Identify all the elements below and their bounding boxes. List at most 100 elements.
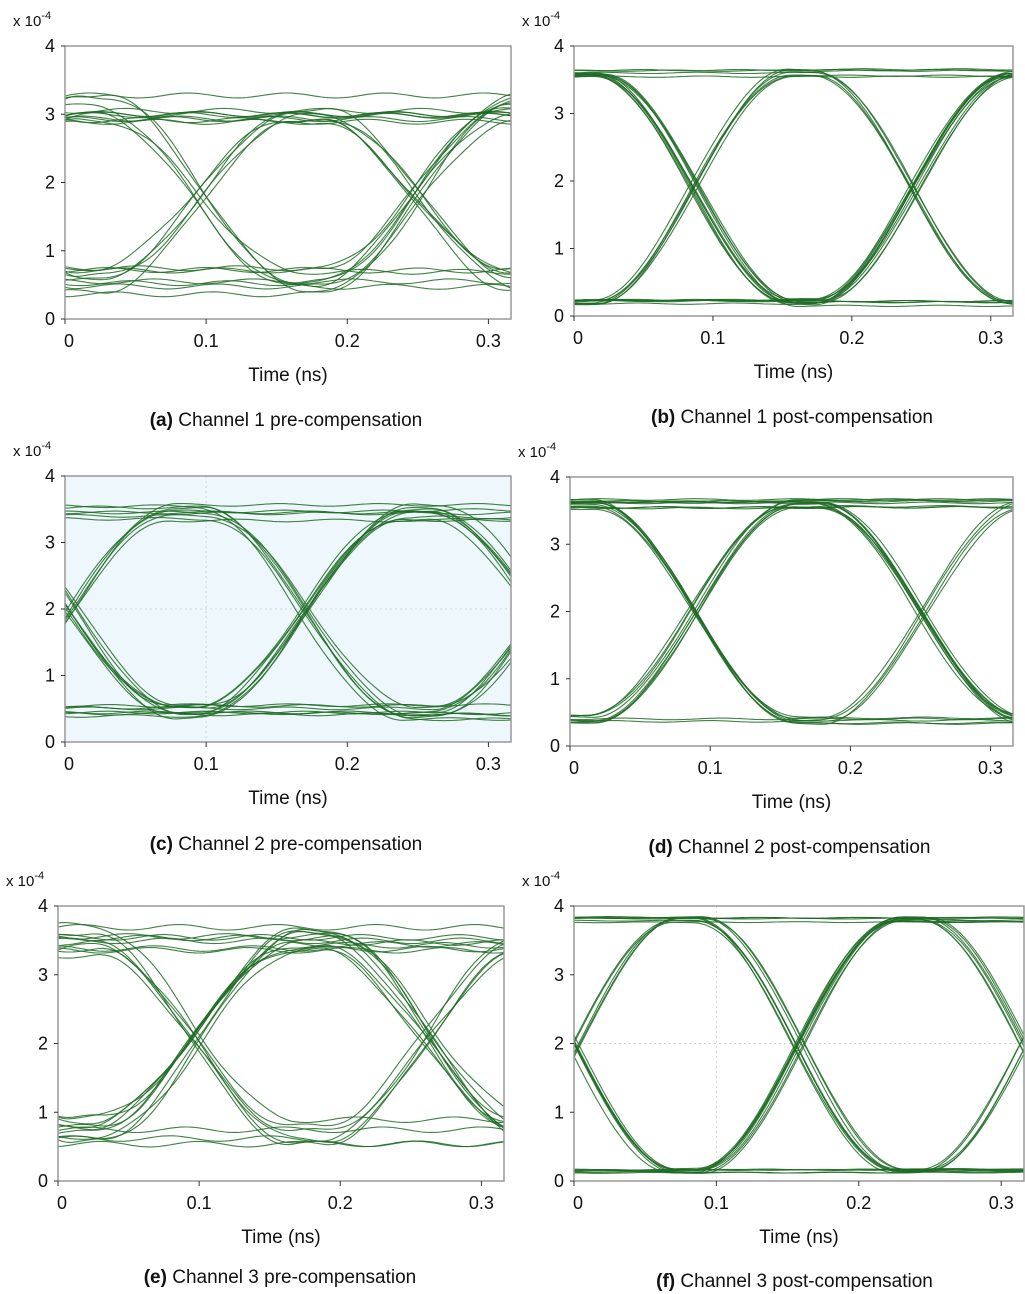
eye-trace — [573, 72, 1014, 306]
x-tick-label-d: 0.3 — [978, 758, 1003, 778]
y-tick-label-a: 0 — [45, 309, 55, 329]
eye-trace — [64, 111, 512, 290]
eye-diagram-f: 0 1 2 3 4 0 0.1 0.2 0.3 Time (ns) x 10-4 — [522, 870, 1025, 1248]
y-tick-label-e: 4 — [38, 896, 48, 916]
eye-trace — [569, 506, 1014, 717]
eye-trace — [569, 498, 1014, 501]
y-tick-label-a: 4 — [45, 36, 55, 56]
caption-c-label: (c) — [149, 834, 173, 855]
eye-trace — [57, 940, 505, 1142]
x-tick-label-e: 0 — [57, 1193, 67, 1213]
y-tick-label-e: 1 — [38, 1102, 48, 1122]
eye-trace — [64, 97, 512, 272]
eye-trace — [573, 299, 1014, 303]
caption-f-label: (f) — [656, 1271, 676, 1292]
x-tick-label-f: 0.2 — [846, 1193, 871, 1213]
eye-trace — [573, 916, 1025, 1172]
eye-trace — [569, 502, 1014, 725]
eye-trace — [64, 507, 512, 720]
x-tick-label-a: 0.3 — [476, 331, 501, 351]
x-tick-label-e: 0.3 — [469, 1193, 494, 1213]
x-tick-label-b: 0.3 — [978, 328, 1003, 348]
plot-area-d — [570, 477, 1013, 746]
traces-b — [573, 68, 1014, 308]
y-tick-label-f: 4 — [554, 896, 564, 916]
x-tick-label-e: 0.2 — [328, 1193, 353, 1213]
y-tick-label-d: 0 — [550, 736, 560, 756]
eye-trace — [57, 921, 505, 1124]
y-multiplier-a: x 10-4 — [13, 10, 51, 30]
eye-trace — [57, 1126, 505, 1134]
eye-trace — [57, 939, 505, 1120]
eye-diagram-a: 0 1 2 3 4 0 0.1 0.2 0.3 Time (ns) x 10-4 — [13, 10, 512, 386]
plot-area-a — [65, 46, 511, 319]
y-multiplier-c: x 10-4 — [13, 440, 51, 460]
caption-d-label: (d) — [648, 837, 673, 858]
y-tick-label-c: 3 — [45, 533, 55, 553]
x-axis-title-a: Time (ns) — [248, 365, 328, 386]
panel-f: 0 1 2 3 4 0 0.1 0.2 0.3 Time (ns) x 10-4 (f) Chann… — [512, 860, 1025, 1294]
x-tick-label-c: 0 — [64, 754, 74, 774]
y-tick-label-f: 2 — [554, 1034, 564, 1054]
eye-trace — [574, 68, 1014, 303]
caption-d-text: Channel 2 post-compensation — [678, 837, 931, 858]
eye-trace — [64, 647, 512, 711]
eye-diagram-b: 0 1 2 3 4 0 0.1 0.2 0.3 Time (ns) x 10-4 — [522, 10, 1014, 383]
eye-trace — [64, 93, 512, 284]
eye-trace — [57, 942, 505, 1131]
eye-trace — [570, 717, 1014, 721]
caption-f-text: Channel 3 post-compensation — [680, 1271, 933, 1292]
eye-trace — [64, 604, 512, 708]
eye-trace — [569, 505, 1014, 725]
eye-trace — [64, 515, 512, 709]
y-multiplier-d: x 10-4 — [518, 441, 556, 461]
y-tick-label-b: 1 — [554, 239, 564, 259]
panel-c: 0 1 2 3 4 0 0.1 0.2 0.3 Time (ns) x 10-4 (c) Chann… — [0, 430, 512, 860]
y-tick-label-d: 2 — [550, 602, 560, 622]
eye-trace — [64, 92, 512, 99]
eye-trace — [573, 69, 1014, 72]
eye-trace — [64, 505, 512, 722]
x-tick-label-a: 0.2 — [335, 331, 360, 351]
eye-trace — [57, 930, 505, 1140]
y-tick-label-d: 1 — [550, 669, 560, 689]
caption-e: (e) Channel 3 pre-compensation — [0, 1267, 560, 1289]
caption-a-label: (a) — [149, 410, 173, 431]
traces-d — [569, 498, 1014, 725]
caption-c: (c) Channel 2 pre-compensation — [0, 834, 572, 856]
eye-trace — [57, 933, 505, 1129]
y-tick-label-d: 3 — [550, 534, 560, 554]
eye-trace — [64, 511, 512, 621]
eye-trace — [57, 933, 505, 1148]
eye-trace — [57, 934, 505, 941]
traces-a — [64, 92, 512, 298]
eye-trace — [573, 1044, 1024, 1174]
x-tick-label-f: 0.1 — [704, 1193, 729, 1213]
eye-trace — [64, 103, 511, 274]
eye-trace — [573, 916, 1025, 1040]
eye-trace — [57, 945, 505, 1140]
panel-a: 0 1 2 3 4 0 0.1 0.2 0.3 Time (ns) x 10-4 (a) Chann… — [0, 0, 512, 431]
traces-f — [573, 916, 1025, 1174]
eye-trace — [64, 111, 512, 118]
eye-trace — [57, 940, 505, 1127]
eye-trace — [64, 509, 512, 613]
eye-trace — [57, 941, 505, 1134]
caption-d: (d) Channel 2 post-compensation — [512, 837, 1025, 859]
eye-trace — [573, 75, 1013, 300]
panel-b: 0 1 2 3 4 0 0.1 0.2 0.3 Time (ns) x 10-4 (b) Chann… — [512, 0, 1025, 430]
caption-b-label: (b) — [651, 407, 676, 428]
eye-trace — [569, 510, 1014, 723]
caption-c-text: Channel 2 pre-compensation — [178, 834, 423, 855]
x-tick-label-f: 0 — [573, 1193, 583, 1213]
x-axis-title-d: Time (ns) — [752, 792, 832, 813]
y-multiplier-f: x 10-4 — [522, 870, 560, 890]
y-tick-label-b: 0 — [554, 306, 564, 326]
y-tick-label-c: 1 — [45, 666, 55, 686]
y-tick-label-b: 2 — [554, 171, 564, 191]
x-axis-title-e: Time (ns) — [241, 1227, 321, 1248]
x-axis-title-f: Time (ns) — [759, 1227, 839, 1248]
eye-trace — [57, 946, 505, 954]
y-multiplier-e: x 10-4 — [6, 870, 44, 890]
eye-trace — [64, 112, 512, 281]
